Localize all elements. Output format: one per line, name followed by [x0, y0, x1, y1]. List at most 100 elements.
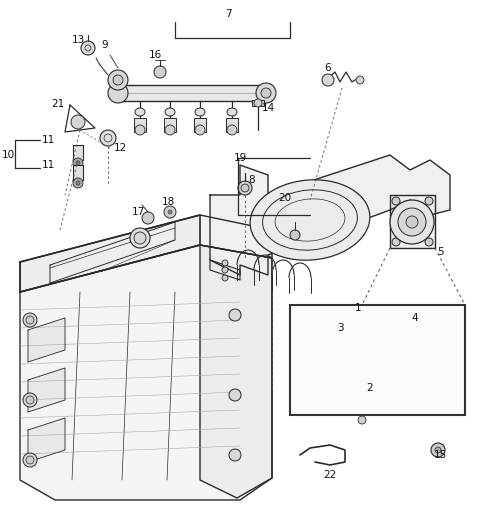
Circle shape: [195, 125, 205, 135]
Circle shape: [290, 230, 300, 240]
Circle shape: [395, 337, 401, 343]
Circle shape: [23, 313, 37, 327]
Circle shape: [229, 449, 241, 461]
Bar: [118, 85, 266, 101]
Text: 7: 7: [225, 9, 231, 19]
Text: 15: 15: [433, 450, 446, 460]
Circle shape: [81, 41, 95, 55]
Circle shape: [320, 350, 376, 406]
Text: 5: 5: [437, 247, 444, 257]
Circle shape: [256, 83, 276, 103]
Circle shape: [168, 210, 172, 214]
Circle shape: [425, 238, 433, 246]
Bar: [290, 305, 465, 415]
Bar: [194, 118, 206, 132]
Circle shape: [229, 389, 241, 401]
Circle shape: [392, 197, 400, 205]
Bar: [226, 118, 238, 132]
Text: 20: 20: [278, 193, 291, 203]
Ellipse shape: [250, 180, 370, 260]
Circle shape: [222, 260, 228, 266]
Circle shape: [113, 75, 123, 85]
Text: 17: 17: [132, 207, 144, 217]
Circle shape: [71, 115, 85, 129]
Text: 6: 6: [324, 63, 331, 73]
Text: 10: 10: [1, 150, 14, 160]
Ellipse shape: [135, 108, 145, 116]
Text: 4: 4: [412, 313, 418, 323]
Polygon shape: [390, 195, 435, 248]
Circle shape: [384, 326, 412, 354]
Circle shape: [73, 158, 83, 168]
Polygon shape: [210, 155, 450, 275]
Polygon shape: [305, 348, 395, 405]
Circle shape: [135, 125, 145, 135]
Circle shape: [261, 88, 271, 98]
Circle shape: [322, 74, 334, 86]
Circle shape: [398, 208, 426, 236]
Circle shape: [241, 184, 249, 192]
Bar: [73, 165, 83, 180]
Circle shape: [23, 393, 37, 407]
Circle shape: [431, 443, 445, 457]
Polygon shape: [20, 245, 272, 500]
Circle shape: [392, 238, 400, 246]
Text: 22: 22: [324, 470, 336, 480]
Circle shape: [142, 212, 154, 224]
Circle shape: [254, 99, 262, 107]
Circle shape: [344, 374, 352, 382]
Circle shape: [227, 125, 237, 135]
Circle shape: [238, 181, 252, 195]
Polygon shape: [28, 368, 65, 412]
Text: 11: 11: [41, 160, 55, 170]
Text: 11: 11: [41, 135, 55, 145]
Circle shape: [342, 334, 358, 350]
Text: 18: 18: [161, 197, 175, 207]
Text: 14: 14: [262, 103, 275, 113]
Circle shape: [406, 216, 418, 228]
Text: 8: 8: [249, 175, 255, 185]
Circle shape: [76, 161, 80, 165]
Circle shape: [26, 316, 34, 324]
Ellipse shape: [195, 108, 205, 116]
Bar: [134, 118, 146, 132]
Circle shape: [108, 83, 128, 103]
Text: 13: 13: [72, 35, 84, 45]
Circle shape: [100, 130, 116, 146]
Polygon shape: [28, 418, 65, 462]
Circle shape: [134, 232, 146, 244]
Circle shape: [390, 332, 406, 348]
Circle shape: [26, 396, 34, 404]
Circle shape: [23, 453, 37, 467]
Circle shape: [390, 200, 434, 244]
Circle shape: [165, 125, 175, 135]
Text: 3: 3: [336, 323, 343, 333]
Circle shape: [425, 197, 433, 205]
Circle shape: [435, 447, 441, 453]
Text: 1: 1: [355, 303, 361, 313]
Circle shape: [328, 358, 368, 398]
Circle shape: [358, 416, 366, 424]
Circle shape: [130, 228, 150, 248]
Polygon shape: [20, 215, 200, 292]
Text: 12: 12: [113, 143, 127, 153]
Ellipse shape: [305, 361, 325, 389]
Circle shape: [26, 456, 34, 464]
Circle shape: [154, 66, 166, 78]
Circle shape: [338, 368, 358, 388]
Circle shape: [108, 70, 128, 90]
Text: 21: 21: [51, 99, 65, 109]
Polygon shape: [210, 260, 240, 280]
Circle shape: [164, 206, 176, 218]
Circle shape: [76, 181, 80, 185]
Bar: [342, 315, 358, 325]
Circle shape: [222, 275, 228, 281]
Text: 2: 2: [367, 383, 373, 393]
Polygon shape: [28, 318, 65, 362]
Polygon shape: [20, 215, 272, 292]
Circle shape: [222, 267, 228, 273]
Polygon shape: [200, 245, 272, 498]
Text: 19: 19: [233, 153, 247, 163]
Circle shape: [73, 178, 83, 188]
Bar: [252, 100, 264, 106]
